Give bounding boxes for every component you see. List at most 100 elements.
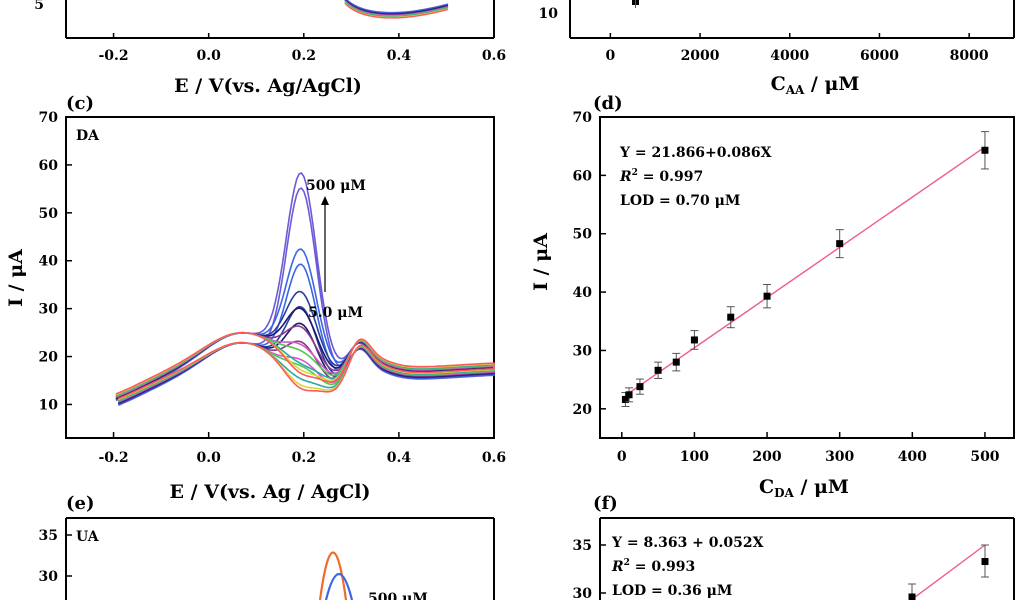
panel-d-fit-line [625, 146, 986, 396]
panel-c-annotation-low: 5.0 μM [308, 305, 363, 321]
panel-d-point [727, 313, 735, 321]
panel-d: (d) Y = 21.866+0.086X R2 = 0.997 LOD = 0… [530, 93, 1015, 500]
panel-c-annotation-high: 500 μM [306, 178, 366, 194]
panel-c-y-tick-label: 30 [39, 302, 59, 318]
panel-d-x-tick-label: 200 [752, 449, 781, 465]
panel-a-curves [344, 0, 449, 19]
panel-e-curve-blue [324, 573, 354, 600]
panel-a-x-tick-label: 0.4 [387, 48, 412, 64]
panel-d-lod: LOD = 0.70 μM [620, 193, 740, 209]
panel-e-label: (e) [66, 493, 95, 514]
panel-d-frame [599, 116, 1015, 439]
panel-c-x-label: E / V(vs. Ag / AgCl) [170, 481, 371, 503]
panel-a-curve [344, 2, 449, 19]
panel-d-point [621, 395, 629, 403]
panel-f-fit-line [909, 544, 986, 600]
panel-c-curve-5.0 [115, 331, 495, 400]
panel-d-y-tick-label: 60 [573, 168, 593, 184]
panel-d-label: (d) [593, 93, 623, 114]
panel-d-point [981, 146, 989, 154]
panel-f: (f) Y = 8.363 + 0.052X R2 = 0.993 LOD = … [573, 493, 1015, 600]
panel-c-y-tick-label: 50 [39, 206, 59, 222]
panel-c-x-tick-label: 0.0 [196, 450, 221, 466]
panel-b-x-tick-label: 0 [605, 48, 615, 64]
panel-e: (e) UA 253035 500 μM [39, 493, 495, 600]
panel-d-x-tick-label: 300 [825, 449, 854, 465]
panel-b-x-label: CAA / μM [771, 73, 860, 97]
panel-b-y-tick: 10 [539, 6, 559, 22]
panel-d-point [672, 358, 680, 366]
panel-d-y-label: I / μA [530, 233, 552, 291]
panel-a-x-tick-label: 0.2 [292, 48, 316, 64]
panel-b-x-tick-label: 2000 [681, 48, 720, 64]
panel-f-point [981, 558, 989, 565]
panel-b-x-tick-label: 8000 [950, 48, 989, 64]
panel-c-y-tick-label: 40 [39, 254, 59, 270]
panel-b-x-tick-label: 4000 [770, 48, 809, 64]
panel-f-ticks: 30 35 [573, 538, 606, 600]
panel-d-point [636, 383, 644, 391]
panel-c-y-tick-label: 60 [39, 158, 59, 174]
panel-e-y-tick-label: 35 [39, 528, 58, 544]
panel-c: (c) DA -0.2 0.0 0.2 0.4 0.6 10 20 30 40 50 60 70 50… [5, 93, 506, 503]
panel-c-frame [65, 116, 495, 439]
panel-e-ticks: 253035 [39, 528, 72, 585]
panel-c-y-label: I / μA [5, 249, 27, 307]
panel-c-curve-150 [115, 307, 495, 404]
panel-b-x-ticks: 0 2000 4000 6000 8000 [605, 33, 989, 64]
panel-d-point [690, 336, 698, 344]
panel-c-analyte: DA [76, 128, 100, 144]
panel-d-point [836, 240, 844, 248]
panel-c-curve-100 [115, 325, 495, 404]
panel-d-x-tick-label: 500 [970, 449, 999, 465]
panel-a-x-ticks: -0.2 0.0 0.2 0.4 0.6 [98, 33, 506, 64]
panel-c-x-tick-label: -0.2 [98, 450, 128, 466]
panel-b-point [632, 0, 639, 8]
panel-a: 5 -0.2 0.0 0.2 0.4 0.6 E / V(vs. Ag/AgCl) [34, 0, 506, 97]
panel-d-ticks: 0 100 200 300 400 500 20 30 40 50 60 70 [573, 110, 1000, 465]
panel-a-y-tick: 5 [34, 0, 44, 13]
panel-d-x-tick-label: 400 [898, 449, 927, 465]
panel-d-x-tick-label: 0 [617, 449, 627, 465]
panel-a-x-label: E / V(vs. Ag/AgCl) [174, 75, 362, 97]
panel-f-y-tick-label: 35 [573, 538, 592, 554]
panel-b: 10 0 2000 4000 6000 8000 CAA / μM [539, 0, 1015, 97]
panel-d-equation: Y = 21.866+0.086X [619, 145, 772, 161]
panel-a-x-tick-label: 0.6 [482, 48, 506, 64]
panel-d-point [763, 292, 771, 300]
panel-c-label: (c) [66, 93, 94, 114]
panel-e-annotation: 500 μM [368, 591, 428, 600]
panel-d-r2: R2 = 0.997 [619, 168, 703, 185]
panel-d-point [654, 366, 662, 374]
panel-a-x-tick-label: 0.0 [196, 48, 221, 64]
panel-c-x-tick-label: 0.6 [482, 450, 506, 466]
panel-f-y-tick-label: 30 [573, 586, 593, 600]
panel-d-x-tick-label: 100 [680, 449, 709, 465]
panel-f-lod: LOD = 0.36 μM [612, 583, 732, 599]
panel-c-y-tick-label: 70 [39, 110, 59, 126]
panel-d-points [621, 131, 989, 407]
panel-e-curve-orange [318, 551, 348, 600]
panel-d-y-tick-label: 50 [573, 227, 593, 243]
panel-f-label: (f) [593, 493, 618, 514]
panel-d-y-tick-label: 30 [573, 343, 593, 359]
panel-c-x-tick-label: 0.4 [387, 450, 412, 466]
panel-f-r2: R2 = 0.993 [611, 558, 695, 575]
panel-d-fit [625, 146, 986, 396]
panel-d-y-tick-label: 70 [573, 110, 593, 126]
panel-d-y-tick-label: 20 [573, 402, 593, 418]
panel-f-point [908, 593, 916, 600]
panel-e-y-tick-label: 30 [39, 569, 59, 585]
panel-e-analyte: UA [76, 529, 100, 545]
panel-c-curves [115, 172, 495, 406]
panel-d-x-label: CDA / μM [759, 476, 849, 500]
panel-c-ticks: -0.2 0.0 0.2 0.4 0.6 10 20 30 40 50 60 70 [39, 110, 507, 466]
panel-c-y-tick-label: 10 [39, 397, 59, 413]
panel-d-y-tick-label: 40 [573, 285, 593, 301]
panel-c-arrow-head [321, 196, 329, 205]
panel-b-x-tick-label: 6000 [860, 48, 899, 64]
panel-a-x-tick-label: -0.2 [98, 48, 128, 64]
panel-c-x-tick-label: 0.2 [292, 450, 316, 466]
panel-d-point [625, 391, 633, 399]
